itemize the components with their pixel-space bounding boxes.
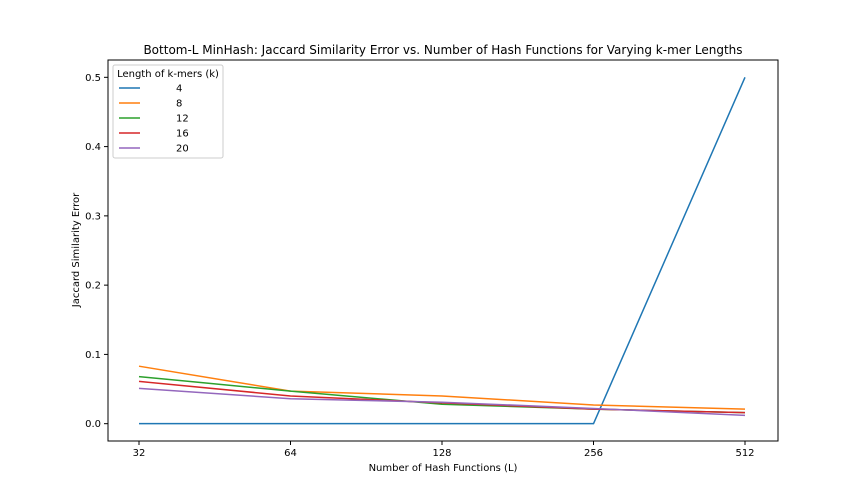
x-tick-label: 512 [735,448,754,459]
y-tick-label: 0.3 [85,211,101,222]
legend: Length of k-mers (k) 4 8 12 16 20 [112,64,224,159]
legend-label-k20: 20 [176,144,189,155]
y-tick-label: 0.2 [85,281,101,292]
y-tick-label: 0.1 [85,350,101,361]
series-line-k20 [138,387,746,417]
series-line-k16 [138,380,746,414]
x-tick-label: 32 [133,448,146,459]
x-tick-label: 64 [284,448,297,459]
y-axis: 0.0 0.1 0.2 0.3 0.4 0.5 [85,73,108,430]
legend-title: Length of k-mers (k) [117,69,219,80]
legend-label-k12: 12 [176,114,189,125]
legend-label-k16: 16 [176,129,189,140]
y-tick-label: 0.4 [85,142,101,153]
y-axis-label: Jaccard Similarity Error [71,192,82,308]
chart-title: Bottom-L MinHash: Jaccard Similarity Err… [143,43,742,57]
series-lines [138,77,746,425]
x-tick-label: 128 [432,448,451,459]
x-axis-label: Number of Hash Functions (L) [369,463,518,474]
y-tick-label: 0.0 [85,419,101,430]
legend-label-k8: 8 [176,99,182,110]
y-tick-label: 0.5 [85,73,101,84]
series-line-k4 [139,77,746,425]
legend-label-k4: 4 [176,84,182,95]
x-tick-label: 256 [584,448,603,459]
series-line-k8 [138,365,746,410]
legend-box [112,64,224,159]
x-axis: 32 64 128 256 512 [133,441,755,459]
plot-area [107,59,779,442]
